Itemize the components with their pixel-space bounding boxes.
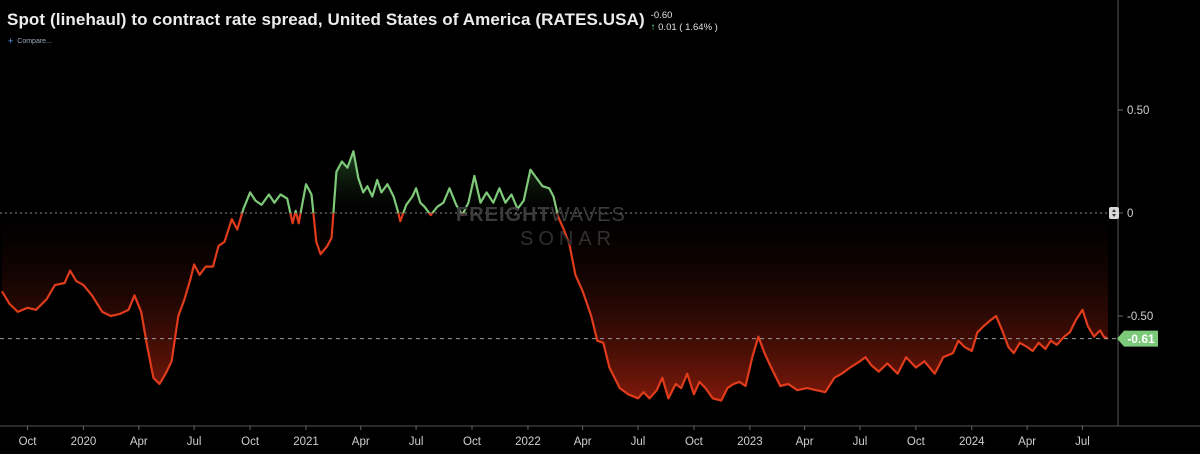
series-lines (1, 150, 1109, 402)
x-tick-label: Apr (352, 436, 370, 448)
expand-icon (1112, 209, 1116, 217)
x-tick-label: Apr (130, 436, 148, 448)
plus-icon: + (8, 36, 14, 46)
x-tick-label: 2024 (959, 436, 985, 448)
x-tick-label: 2020 (71, 436, 97, 448)
value-badges: -0.61 (1109, 207, 1158, 347)
x-tick-label: Jul (1075, 436, 1090, 448)
quote-box: -0.60 ↑ 0.01 ( 1.64% ) (651, 10, 718, 34)
x-tick-label: 2021 (293, 436, 319, 448)
x-tick-label: Oct (685, 436, 704, 448)
arrow-up-icon: ↑ (650, 22, 656, 33)
series-line-negative (1, 213, 1109, 402)
y-tick-label: 0.50 (1127, 105, 1149, 117)
negative-area-fill (2, 213, 1108, 401)
last-value: -0.60 (650, 10, 673, 21)
x-tick-label: Jul (853, 436, 868, 448)
watermark-sonar: SONAR (520, 228, 617, 250)
x-axis: Oct 2020 Apr Jul Oct 2021 Apr Jul Oct 2022 Apr Jul O… (19, 426, 1090, 448)
x-tick-label: Jul (631, 436, 646, 448)
y-tick-label: 0 (1127, 208, 1133, 220)
last-value-badge (1117, 330, 1158, 347)
compare-button[interactable]: + Compare... (8, 36, 52, 46)
watermark-freightwaves: FREIGHTWAVES (456, 204, 626, 226)
x-tick-label: Oct (463, 436, 482, 448)
area-fills (2, 151, 1108, 401)
compare-label: Compare... (17, 38, 52, 45)
x-tick-label: Oct (907, 436, 926, 448)
x-tick-label: Oct (241, 436, 260, 448)
change-percent: ( 1.64% ) (679, 22, 718, 33)
zero-marker-badge (1109, 207, 1119, 219)
x-tick-label: Apr (574, 436, 592, 448)
x-tick-label: Apr (1018, 436, 1036, 448)
change-value: 0.01 (658, 22, 677, 33)
series-line-positive (241, 150, 559, 213)
x-tick-label: Jul (187, 436, 202, 448)
x-tick-label: 2023 (737, 436, 763, 448)
x-tick-label: Oct (19, 436, 38, 448)
chart-header: Spot (linehaul) to contract rate spread,… (7, 10, 718, 34)
y-tick-label: -0.50 (1127, 311, 1153, 323)
chart-title: Spot (linehaul) to contract rate spread,… (7, 10, 645, 29)
x-tick-label: Jul (409, 436, 424, 448)
change-row: ↑ 0.01 ( 1.64% ) (651, 22, 718, 34)
y-axis: 0.50 0 -0.50 (1118, 105, 1153, 323)
x-tick-label: 2022 (515, 436, 541, 448)
last-value-badge-label: -0.61 (1127, 332, 1155, 346)
x-tick-label: Apr (796, 436, 814, 448)
